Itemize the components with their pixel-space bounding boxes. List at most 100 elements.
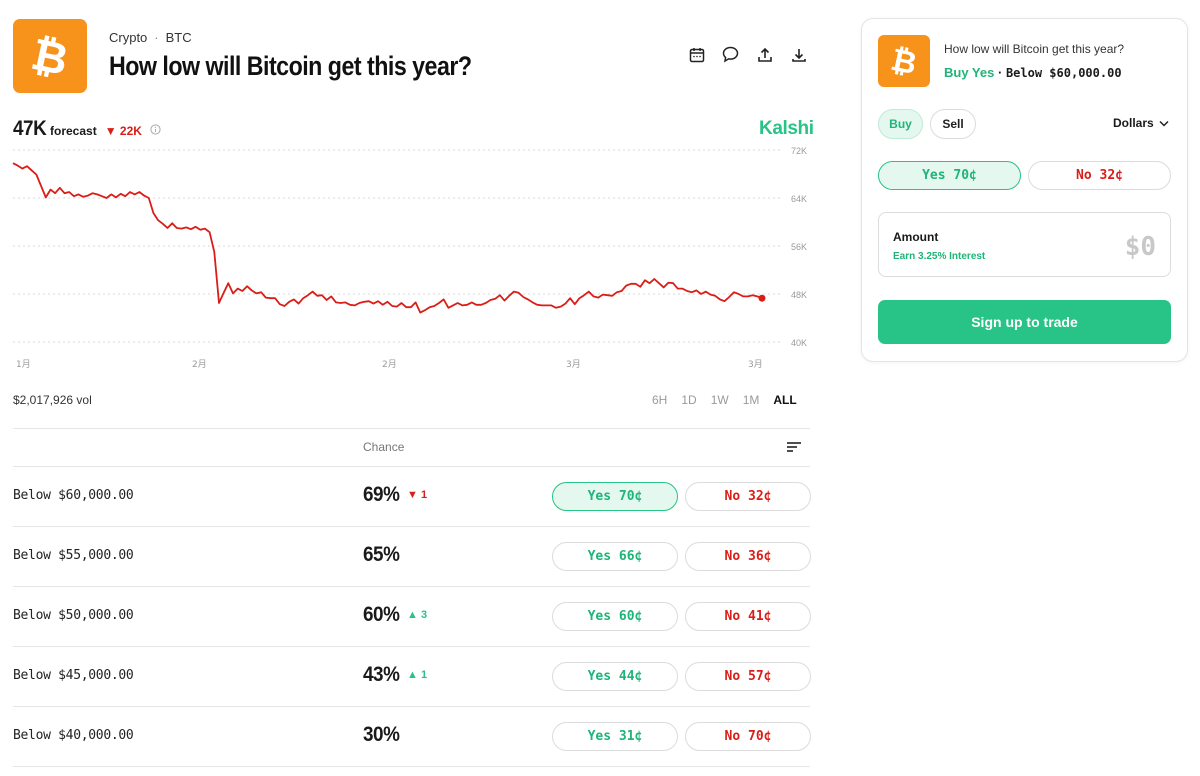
chance-delta: ▲ 1	[407, 669, 427, 681]
brand-logo: Kalshi	[759, 118, 814, 139]
yes-button[interactable]: Yes 70¢	[552, 482, 678, 511]
market-name: Below $55,000.00	[13, 548, 134, 563]
divider	[13, 466, 810, 467]
x-tick-label: 2月	[192, 359, 207, 370]
market-name: Below $50,000.00	[13, 608, 134, 623]
no-button[interactable]: No 32¢	[685, 482, 811, 511]
market-chance: 69%	[363, 483, 400, 506]
y-tick-label: 72K	[791, 146, 807, 156]
market-name: Below $40,000.00	[13, 728, 134, 743]
bitcoin-icon: ₿	[890, 44, 918, 78]
amount-interest-note: Earn 3.25% Interest	[893, 251, 986, 262]
volume-label: $2,017,926 vol	[13, 393, 92, 407]
market-name: Below $60,000.00	[13, 488, 134, 503]
chance-delta: ▼ 1	[407, 489, 427, 501]
header-actions	[686, 44, 809, 65]
time-range-selector: 6H 1D 1W 1M ALL	[652, 393, 797, 407]
price-chart: 72K 64K 56K 48K 40K 1月 2月 2月 3月 3月	[12, 146, 807, 370]
forecast-label: forecast	[50, 124, 97, 138]
share-icon[interactable]	[754, 44, 775, 65]
no-button[interactable]: No 70¢	[685, 722, 811, 751]
forecast-value: 47K	[13, 117, 47, 140]
divider	[13, 646, 810, 647]
panel-selection: Buy Yes · Below $60,000.00	[944, 65, 1122, 80]
sell-tab[interactable]: Sell	[930, 109, 976, 139]
selection-side: Buy Yes	[944, 65, 995, 80]
bitcoin-icon: ₿	[30, 32, 70, 80]
amount-input[interactable]: Amount Earn 3.25% Interest $0	[878, 212, 1171, 277]
x-tick-label: 1月	[16, 359, 31, 370]
divider	[13, 428, 810, 429]
yes-button[interactable]: Yes 44¢	[552, 662, 678, 691]
market-row[interactable]: Below $45,000.00 43% ▲ 1 Yes 44¢ No 57¢	[13, 646, 811, 706]
amount-value: $0	[1124, 232, 1156, 262]
x-tick-label: 2月	[382, 359, 397, 370]
page-title: How low will Bitcoin get this year?	[109, 51, 472, 81]
y-tick-label: 40K	[791, 338, 807, 348]
currency-dropdown[interactable]: Dollars	[1113, 116, 1169, 130]
chance-delta-value: 1	[420, 489, 428, 501]
chance-delta-value: 1	[420, 669, 428, 681]
divider	[13, 766, 810, 767]
no-button[interactable]: No 36¢	[685, 542, 811, 571]
panel-no-button[interactable]: No 32¢	[1028, 161, 1171, 190]
forecast-change: ▼ 22K	[105, 124, 142, 138]
x-tick-label: 3月	[748, 359, 763, 370]
down-arrow-icon: ▼	[407, 489, 418, 501]
bitcoin-logo: ₿	[13, 19, 87, 93]
yes-button[interactable]: Yes 60¢	[552, 602, 678, 631]
panel-yes-button[interactable]: Yes 70¢	[878, 161, 1021, 190]
chance-delta: ▲ 3	[407, 609, 427, 621]
down-arrow-icon: ▼	[104, 124, 117, 138]
divider	[13, 706, 810, 707]
download-icon[interactable]	[788, 44, 809, 65]
buy-tab[interactable]: Buy	[878, 109, 923, 139]
currency-label: Dollars	[1113, 116, 1154, 130]
breadcrumb: Crypto · BTC	[109, 30, 192, 45]
y-tick-label: 48K	[791, 290, 807, 300]
divider	[13, 526, 810, 527]
market-row[interactable]: Below $60,000.00 69% ▼ 1 Yes 70¢ No 32¢	[13, 466, 811, 526]
info-icon[interactable]	[150, 122, 161, 140]
no-button[interactable]: No 57¢	[685, 662, 811, 691]
comment-icon[interactable]	[720, 44, 741, 65]
last-point-marker	[758, 294, 766, 302]
range-1w[interactable]: 1W	[710, 393, 729, 407]
sort-icon[interactable]	[786, 440, 802, 459]
svg-text:₿: ₿	[30, 32, 70, 80]
calendar-icon[interactable]	[686, 44, 707, 65]
price-line	[12, 162, 763, 314]
range-all[interactable]: ALL	[773, 393, 797, 407]
bitcoin-logo-small: ₿	[878, 35, 930, 87]
breadcrumb-separator: ·	[154, 30, 159, 45]
sign-up-button[interactable]: Sign up to trade	[878, 300, 1171, 344]
divider	[13, 586, 810, 587]
panel-question: How low will Bitcoin get this year?	[944, 42, 1125, 56]
market-chance: 60%	[363, 603, 400, 626]
market-chance: 65%	[363, 543, 400, 566]
svg-text:₿: ₿	[890, 44, 918, 78]
market-chance: 30%	[363, 723, 400, 746]
y-tick-label: 56K	[791, 242, 807, 252]
selection-market: Below $60,000.00	[1005, 66, 1122, 80]
breadcrumb-asset[interactable]: BTC	[165, 30, 192, 45]
market-row[interactable]: Below $55,000.00 65% Yes 66¢ No 36¢	[13, 526, 811, 586]
no-button[interactable]: No 41¢	[685, 602, 811, 631]
range-1d[interactable]: 1D	[681, 393, 697, 407]
forecast-summary: 47K forecast ▼ 22K	[13, 117, 161, 141]
chance-column-header: Chance	[363, 440, 405, 454]
amount-label: Amount	[893, 230, 939, 244]
chevron-down-icon	[1159, 120, 1169, 127]
chance-delta-value: 3	[420, 609, 428, 621]
y-tick-label: 64K	[791, 194, 807, 204]
yes-button[interactable]: Yes 66¢	[552, 542, 678, 571]
range-1m[interactable]: 1M	[742, 393, 760, 407]
market-row[interactable]: Below $40,000.00 30% Yes 31¢ No 70¢	[13, 706, 811, 766]
selection-separator: ·	[997, 65, 1003, 80]
market-chance: 43%	[363, 663, 400, 686]
breadcrumb-category[interactable]: Crypto	[109, 30, 148, 45]
range-6h[interactable]: 6H	[652, 393, 668, 407]
up-arrow-icon: ▲	[407, 669, 418, 681]
yes-button[interactable]: Yes 31¢	[552, 722, 678, 751]
market-row[interactable]: Below $50,000.00 60% ▲ 3 Yes 60¢ No 41¢	[13, 586, 811, 646]
